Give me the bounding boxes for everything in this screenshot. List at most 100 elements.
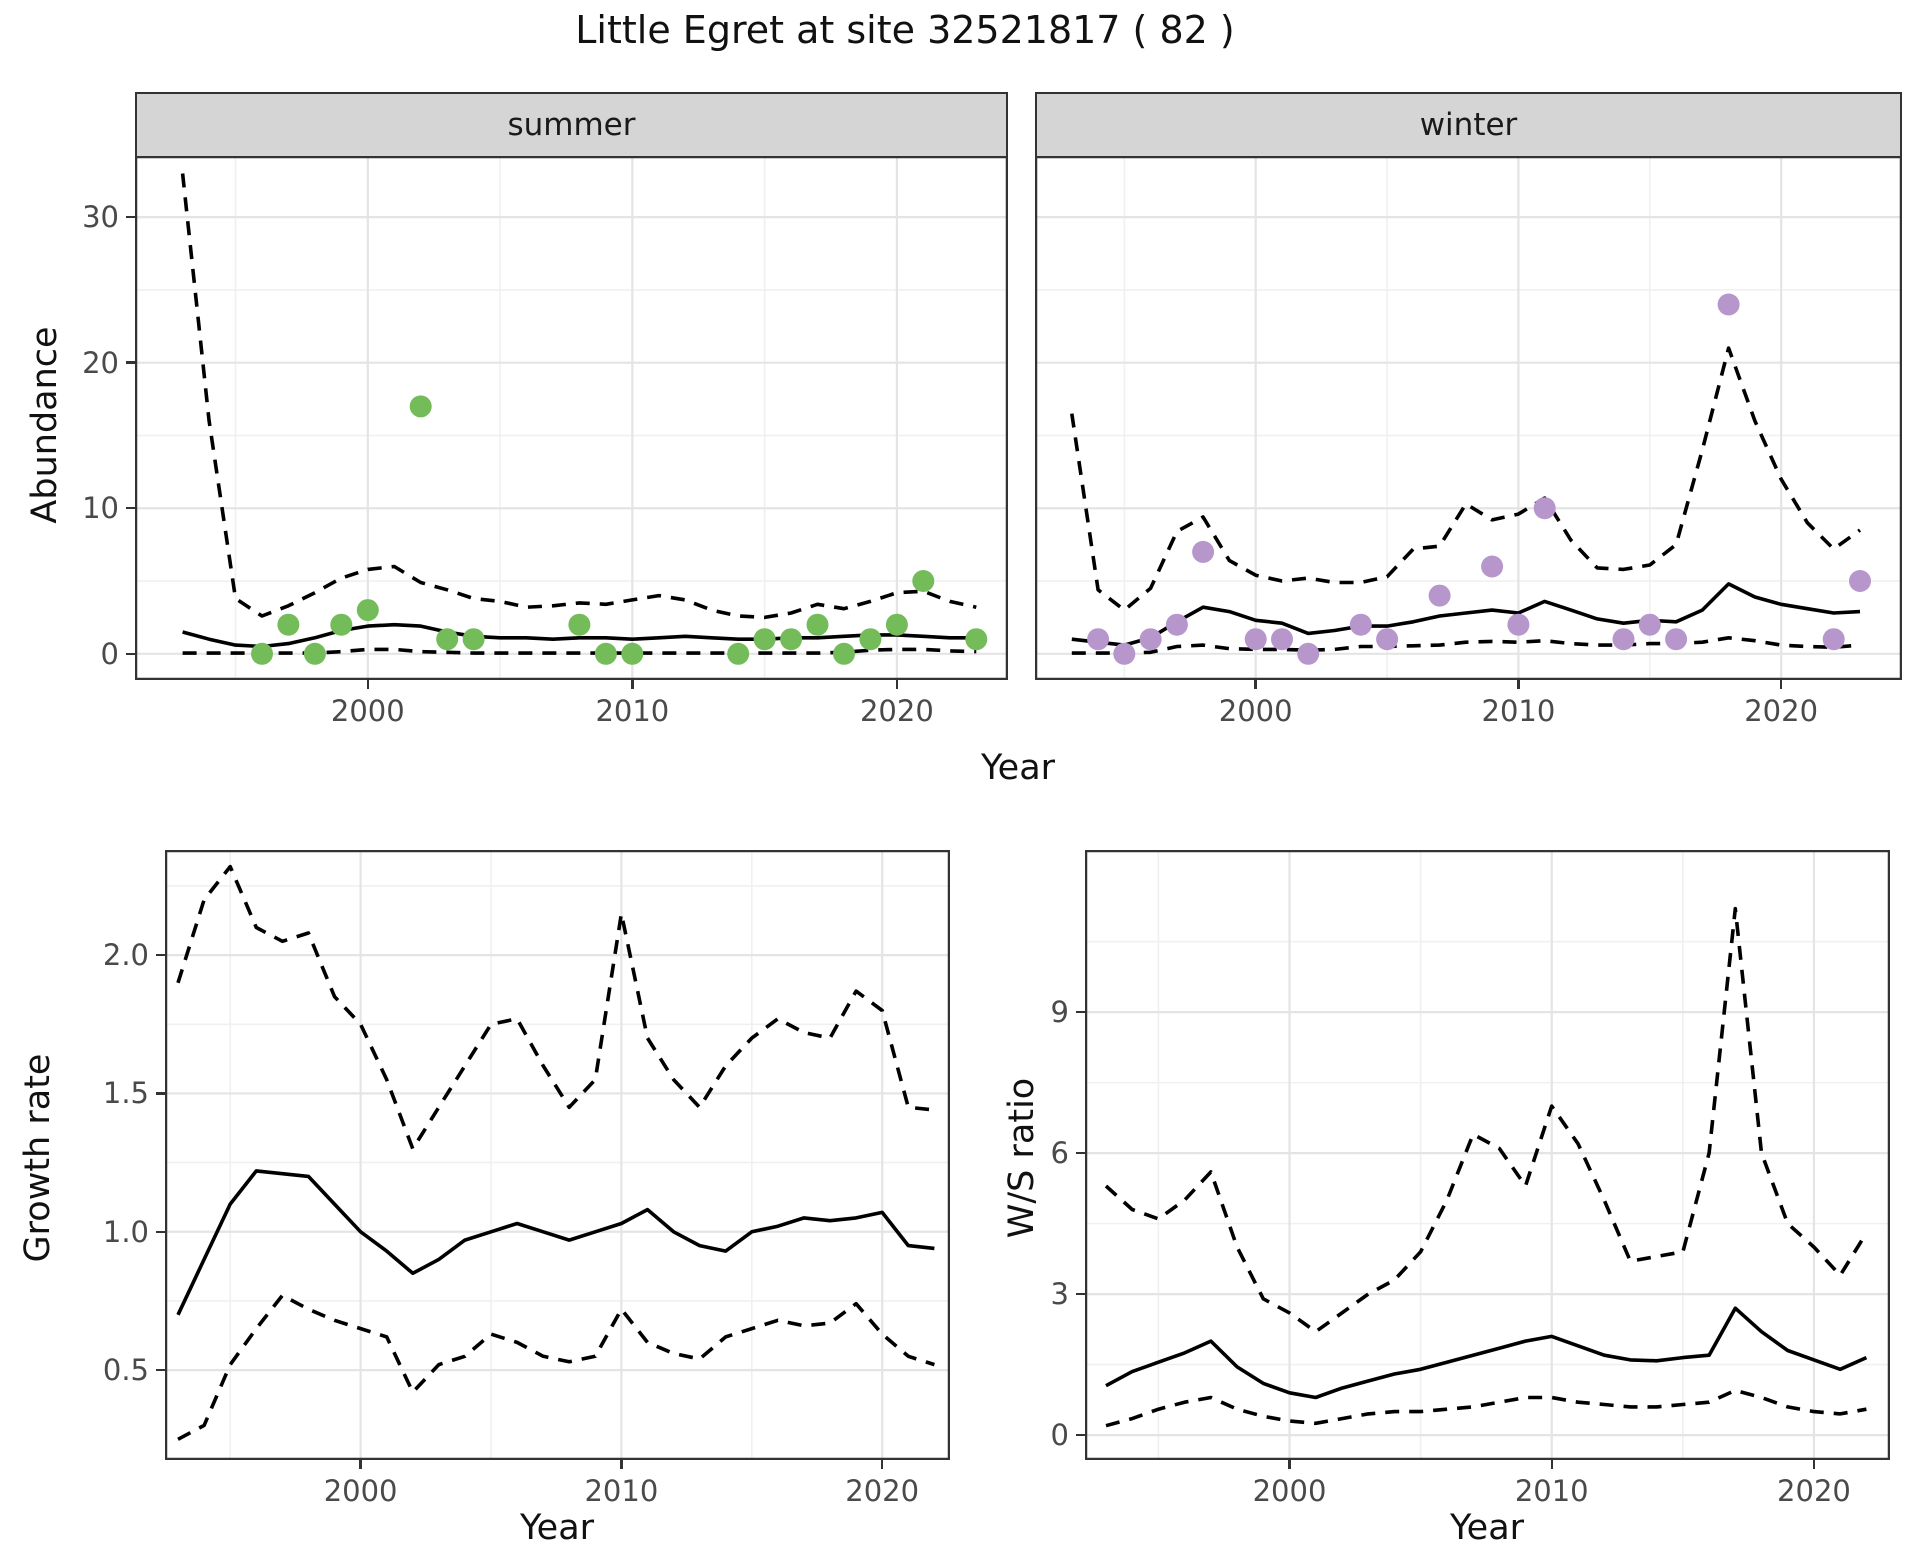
y-tick-mark <box>156 1368 165 1372</box>
y-tick-label: 20 <box>82 345 119 380</box>
data-point <box>356 599 379 622</box>
x-tick-mark <box>359 1460 362 1469</box>
x-tick-mark <box>366 680 369 689</box>
x-tick-mark <box>880 1460 884 1469</box>
y-tick-mark <box>126 507 135 510</box>
x-tick-label: 2020 <box>859 694 934 728</box>
x-tick-label: 2020 <box>1744 694 1819 728</box>
x-tick-label: 2020 <box>1777 1474 1851 1508</box>
x-tick-mark <box>1254 680 1257 689</box>
abundance-winter-panel <box>1035 156 1902 680</box>
data-point <box>1139 628 1162 651</box>
series-line-upper95 <box>1104 906 1868 1334</box>
y-tick-mark <box>156 953 165 957</box>
x-tick-label: 2000 <box>1252 1474 1327 1508</box>
series-line-mean <box>176 1169 935 1316</box>
y-tick-mark <box>156 1230 165 1233</box>
facet-strip-summer: summer <box>135 92 1008 158</box>
series-line-upper95 <box>180 173 977 620</box>
data-point <box>806 613 829 636</box>
data-point <box>780 628 803 651</box>
data-point <box>1349 613 1372 636</box>
x-tick-label: 2010 <box>595 694 670 728</box>
x-tick-label: 2010 <box>584 1474 659 1508</box>
series-line-lower95 <box>1105 1388 1867 1428</box>
x-tick-mark <box>620 1460 623 1469</box>
abundance-summer-panel <box>135 156 1008 680</box>
x-tick-mark <box>1517 680 1520 689</box>
data-point <box>409 395 432 418</box>
y-tick-label: 0 <box>1050 1418 1069 1453</box>
panel-border <box>1035 156 1902 680</box>
data-point <box>1665 628 1688 651</box>
x-tick-label: 2000 <box>323 1474 398 1508</box>
y-tick-label: 1.0 <box>102 1214 149 1249</box>
data-point <box>1428 584 1451 607</box>
y-tick-label: 0 <box>100 636 119 671</box>
data-point <box>1087 628 1110 651</box>
data-point <box>833 642 855 665</box>
y-tick-label: 30 <box>82 200 119 235</box>
data-point <box>1192 540 1215 563</box>
y-tick-mark <box>156 1092 165 1095</box>
data-point <box>1165 613 1188 636</box>
y-tick-label: 6 <box>1050 1136 1069 1171</box>
y-tick-mark <box>1076 1151 1085 1155</box>
data-point <box>1849 570 1871 592</box>
data-point <box>1822 628 1845 651</box>
x-tick-mark <box>895 680 899 689</box>
y-tick-label: 3 <box>1050 1277 1069 1312</box>
x-tick-mark <box>1812 1460 1816 1469</box>
y-tick-mark <box>1076 1010 1085 1014</box>
panel-border <box>135 156 1008 680</box>
data-point <box>1244 628 1267 651</box>
y-tick-label: 2.0 <box>102 938 149 973</box>
x-tick-label: 2020 <box>845 1474 920 1508</box>
series-line-lower95 <box>1071 635 1861 655</box>
y-tick-label: 9 <box>1050 995 1069 1030</box>
x-tick-mark <box>631 680 634 689</box>
data-point <box>912 570 935 592</box>
data-point <box>1271 628 1293 651</box>
series-line-mean <box>1105 1306 1868 1400</box>
data-point <box>1507 613 1530 636</box>
data-point <box>1638 613 1661 636</box>
ws-ratio-axis-title: W/S ratio <box>1002 1077 1042 1239</box>
series-line-lower95 <box>177 1293 935 1441</box>
panel-border <box>165 850 950 1460</box>
x-tick-mark <box>1288 1460 1291 1469</box>
data-point <box>594 642 617 665</box>
y-tick-mark <box>1076 1292 1085 1296</box>
y-tick-mark <box>126 215 135 219</box>
data-point <box>859 628 882 651</box>
data-point <box>1376 628 1399 651</box>
data-point <box>436 628 459 651</box>
data-point <box>1533 497 1556 520</box>
data-point <box>1297 642 1320 665</box>
x-tick-mark <box>1779 680 1783 689</box>
y-tick-label: 10 <box>82 491 119 526</box>
data-point <box>1113 642 1136 665</box>
series-line-mean <box>182 622 977 649</box>
y-tick-mark <box>126 361 135 364</box>
x-tick-label: 2000 <box>1218 694 1293 728</box>
abundance-axis-title: Abundance <box>25 326 65 524</box>
growth-rate-axis-title: Growth rate <box>18 1053 58 1263</box>
data-point <box>753 628 776 651</box>
bottom-right-year-axis-title: Year <box>1449 1508 1525 1548</box>
data-point <box>251 642 273 665</box>
data-point <box>1612 628 1635 651</box>
data-point <box>727 642 750 665</box>
bottom-left-year-axis-title: Year <box>519 1508 595 1548</box>
y-tick-label: 1.5 <box>102 1076 149 1111</box>
data-point <box>1481 555 1504 578</box>
panel-border <box>1085 850 1890 1460</box>
top-year-axis-title: Year <box>980 748 1056 788</box>
data-point <box>277 613 300 636</box>
x-tick-label: 2010 <box>1514 1474 1589 1508</box>
data-point <box>1717 293 1740 316</box>
series-line-upper95 <box>176 864 935 1151</box>
series-line-mean <box>1071 582 1861 647</box>
data-point <box>462 628 485 651</box>
